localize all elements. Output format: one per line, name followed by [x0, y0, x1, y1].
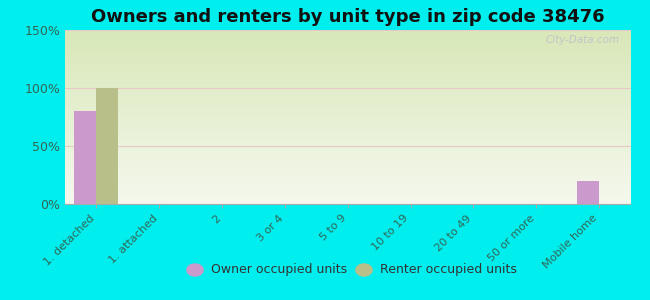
Title: Owners and renters by unit type in zip code 38476: Owners and renters by unit type in zip c… [91, 8, 604, 26]
Bar [577, 181, 599, 204]
Bar [74, 111, 96, 204]
Text: City-Data.com: City-Data.com [545, 35, 619, 45]
Bar [96, 88, 118, 204]
Text: Renter occupied units: Renter occupied units [380, 263, 517, 277]
Text: Owner occupied units: Owner occupied units [211, 263, 347, 277]
